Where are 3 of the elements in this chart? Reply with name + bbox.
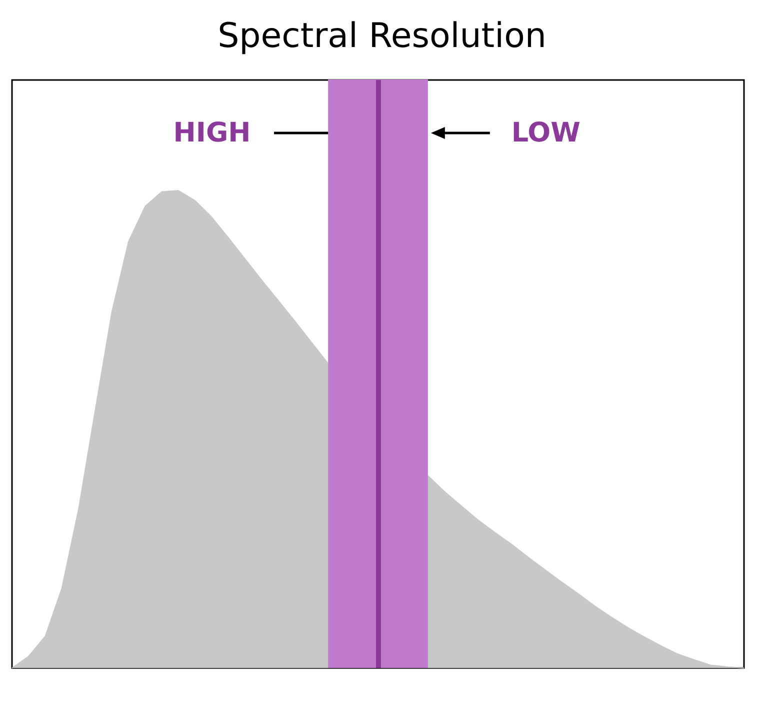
chart-title: Spectral Resolution bbox=[218, 16, 546, 56]
annotation: LOW bbox=[511, 118, 580, 148]
text: HIGH bbox=[173, 118, 251, 148]
